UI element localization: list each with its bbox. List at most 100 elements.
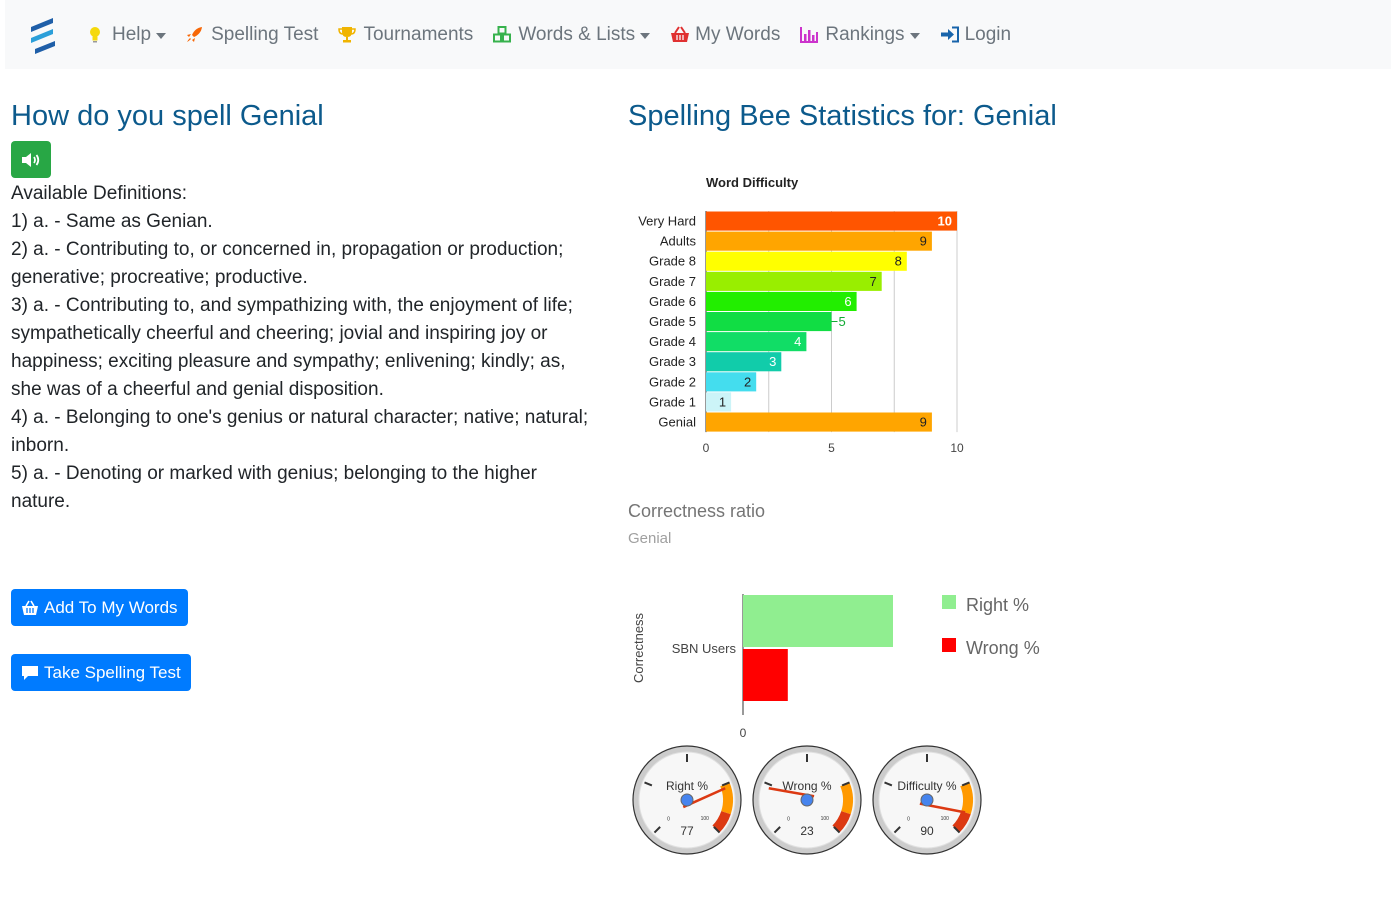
gauge-value: 23	[800, 824, 814, 838]
lightbulb-icon	[90, 26, 100, 42]
gauge-value: 77	[680, 824, 694, 838]
nav-menu: Help Spelling Test Tournaments Words & List…	[87, 0, 1031, 69]
nav-item-label: Tournaments	[363, 23, 474, 45]
bar	[706, 352, 782, 372]
nav-item-label: Login	[964, 23, 1012, 45]
data-label: 2	[744, 374, 751, 389]
nav-item-tournaments[interactable]: Tournaments	[338, 24, 473, 46]
definition-item: 2) a. - Contributing to, or concerned in…	[11, 239, 564, 288]
bar	[706, 291, 857, 311]
category-label: Grade 5	[649, 314, 696, 329]
stats-title: Spelling Bee Statistics for: Genial	[628, 100, 1057, 132]
bar	[706, 372, 757, 392]
x-tick-label: 10	[950, 441, 964, 455]
add-button-label: Add To My Words	[44, 597, 178, 617]
gauge-tick	[884, 781, 893, 787]
definitions: Available Definitions: 1) a. - Same as G…	[11, 180, 601, 516]
navbar: Help Spelling Test Tournaments Words & List…	[5, 0, 1391, 69]
category-label: Grade 3	[649, 354, 696, 369]
data-label: 10	[938, 214, 952, 229]
correctness-title: Correctness ratio	[628, 501, 766, 521]
category-label: Grade 6	[649, 294, 696, 309]
bar	[706, 332, 807, 352]
gauge-max-label: 100	[941, 816, 950, 822]
gauge-band	[720, 782, 733, 815]
basket-icon	[22, 600, 38, 615]
bar	[706, 392, 732, 412]
bar-wrong	[743, 649, 788, 701]
category-label: Adults	[660, 234, 697, 249]
gauge-hub	[920, 793, 934, 807]
gauge-tick	[713, 826, 721, 834]
caret-down-icon	[156, 32, 167, 39]
sign-in-icon	[940, 26, 959, 42]
bar	[706, 231, 932, 251]
basket-icon	[671, 25, 690, 42]
play-audio-button[interactable]	[11, 141, 51, 178]
data-label: 7	[869, 274, 876, 289]
category-label: Grade 2	[649, 374, 696, 389]
gauge-hub	[800, 793, 814, 807]
gauge-hub	[680, 793, 694, 807]
nav-item-label: Spelling Test	[211, 23, 319, 45]
x-tick-label: 0	[703, 441, 710, 455]
data-label: 4	[794, 334, 801, 349]
gauge-max-label: 100	[701, 816, 710, 822]
test-button-label: Take Spelling Test	[44, 662, 181, 682]
word-panel: How do you spell Genial Available Defini…	[11, 96, 601, 691]
data-label: 3	[769, 354, 776, 369]
gauge-label: Right %	[666, 779, 708, 793]
category-label: Grade 7	[649, 274, 696, 289]
gauge-tick	[953, 826, 961, 834]
bar	[706, 412, 932, 432]
nav-item-label: Help	[112, 23, 152, 45]
definitions-heading: Available Definitions:	[11, 183, 188, 204]
nav-item-label: My Words	[695, 23, 781, 45]
correctness-subtitle: Genial	[628, 530, 672, 547]
caret-down-icon	[640, 32, 651, 39]
rocket-icon	[187, 26, 203, 42]
trophy-icon	[338, 26, 357, 42]
data-label: 1	[719, 394, 726, 409]
cubes-icon	[493, 25, 512, 42]
gauge-max-label: 100	[821, 816, 830, 822]
bar	[706, 211, 957, 231]
definition-item: 5) a. - Denoting or marked with genius; …	[11, 463, 537, 512]
gauge-tick	[644, 781, 653, 787]
gauge-label: Difficulty %	[897, 779, 956, 793]
nav-item-login[interactable]: Login	[940, 23, 1012, 46]
take-spelling-test-button[interactable]: Take Spelling Test	[11, 654, 191, 691]
gauges-panel: Right % 0 100 77 Wrong % 0 100 23 Difficulty % 0 1…	[632, 745, 982, 855]
category-label: Genial	[658, 415, 696, 430]
chart-title: Word Difficulty	[706, 175, 799, 190]
legend-swatch	[942, 638, 956, 652]
nav-item-rankings[interactable]: Rankings	[800, 23, 920, 46]
data-label: 9	[920, 415, 927, 430]
gauge-min-label: 0	[787, 817, 790, 823]
data-label: 5	[839, 314, 846, 329]
data-label: 8	[895, 254, 902, 269]
bar-right	[743, 595, 893, 647]
gauge-tick	[893, 826, 901, 834]
x-tick-label: 0	[740, 726, 747, 740]
gauge-min-label: 0	[667, 817, 670, 823]
correctness-chart: Correctness SBN Users Right % Wrong % 0	[631, 594, 1040, 740]
data-label: 9	[920, 234, 927, 249]
gauge-value: 90	[920, 824, 934, 838]
nav-item-my-words[interactable]: My Words	[670, 24, 780, 46]
add-to-my-words-button[interactable]: Add To My Words	[11, 589, 188, 626]
category-label: Grade 4	[649, 334, 696, 349]
logo-icon[interactable]	[27, 16, 59, 54]
nav-item-help[interactable]: Help	[87, 23, 167, 46]
nav-item-label: Rankings	[825, 23, 905, 45]
gauge-tick	[764, 781, 773, 787]
nav-item-spelling-test[interactable]: Spelling Test	[186, 24, 318, 46]
data-label: 6	[844, 294, 851, 309]
nav-item-words-lists[interactable]: Words & Lists	[493, 24, 651, 46]
bar	[706, 251, 907, 271]
category-label: SBN Users	[672, 641, 737, 656]
legend-label: Wrong %	[966, 638, 1040, 658]
page-title: How do you spell Genial	[11, 100, 324, 132]
bar	[706, 271, 882, 291]
caret-down-icon	[909, 32, 920, 39]
